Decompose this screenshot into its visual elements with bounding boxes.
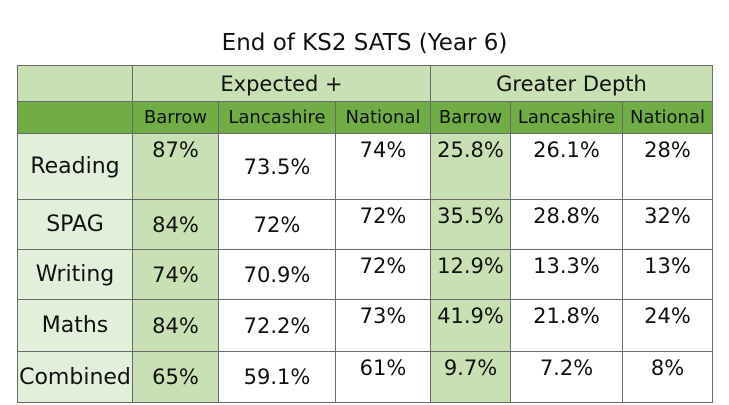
sats-results-table: Expected + Greater Depth Barrow Lancashi…: [17, 65, 713, 403]
table-row: Reading 87% 73.5% 74% 25.8% 26.1% 28%: [17, 133, 713, 200]
value-cell: 65%: [132, 351, 219, 403]
column-header: National: [335, 101, 431, 134]
value-cell: 32%: [622, 199, 713, 250]
column-header: Barrow: [132, 101, 219, 134]
value-cell: 59.1%: [218, 351, 336, 403]
table-row: Writing 74% 70.9% 72% 12.9% 13.3% 13%: [17, 249, 713, 300]
value-cell: 28%: [622, 133, 713, 200]
value-cell: 73.5%: [218, 133, 336, 200]
value-cell: 12.9%: [430, 249, 511, 300]
group-header-greater-depth: Greater Depth: [430, 65, 713, 102]
column-header: Lancashire: [510, 101, 623, 134]
value-cell: 21.8%: [510, 299, 623, 352]
value-cell: 24%: [622, 299, 713, 352]
value-cell: 9.7%: [430, 351, 511, 403]
value-cell: 72%: [218, 199, 336, 250]
value-cell: 13.3%: [510, 249, 623, 300]
row-label: Combined: [17, 351, 133, 403]
value-cell: 72%: [335, 249, 431, 300]
value-cell: 28.8%: [510, 199, 623, 250]
value-cell: 74%: [335, 133, 431, 200]
column-header: Lancashire: [218, 101, 336, 134]
table-row: SPAG 84% 72% 72% 35.5% 28.8% 32%: [17, 199, 713, 250]
value-cell: 70.9%: [218, 249, 336, 300]
row-label: Maths: [17, 299, 133, 352]
value-cell: 25.8%: [430, 133, 511, 200]
value-cell: 74%: [132, 249, 219, 300]
row-label: SPAG: [17, 199, 133, 250]
column-header-row: Barrow Lancashire National Barrow Lancas…: [17, 101, 713, 134]
group-header-row: Expected + Greater Depth: [17, 65, 713, 102]
value-cell: 72%: [335, 199, 431, 250]
page-title: End of KS2 SATS (Year 6): [221, 30, 508, 56]
table-row: Maths 84% 72.2% 73% 41.9% 21.8% 24%: [17, 299, 713, 352]
value-cell: 72.2%: [218, 299, 336, 352]
value-cell: 61%: [335, 351, 431, 403]
value-cell: 8%: [622, 351, 713, 403]
column-header: Barrow: [430, 101, 511, 134]
value-cell: 13%: [622, 249, 713, 300]
corner-cell-2: [17, 101, 133, 134]
group-header-expected: Expected +: [132, 65, 431, 102]
value-cell: 84%: [132, 199, 219, 250]
value-cell: 7.2%: [510, 351, 623, 403]
corner-cell: [17, 65, 133, 102]
row-label: Writing: [17, 249, 133, 300]
row-label: Reading: [17, 133, 133, 200]
column-header: National: [622, 101, 713, 134]
value-cell: 41.9%: [430, 299, 511, 352]
value-cell: 84%: [132, 299, 219, 352]
value-cell: 87%: [132, 133, 219, 200]
value-cell: 73%: [335, 299, 431, 352]
table-row: Combined 65% 59.1% 61% 9.7% 7.2% 8%: [17, 351, 713, 403]
value-cell: 35.5%: [430, 199, 511, 250]
value-cell: 26.1%: [510, 133, 623, 200]
